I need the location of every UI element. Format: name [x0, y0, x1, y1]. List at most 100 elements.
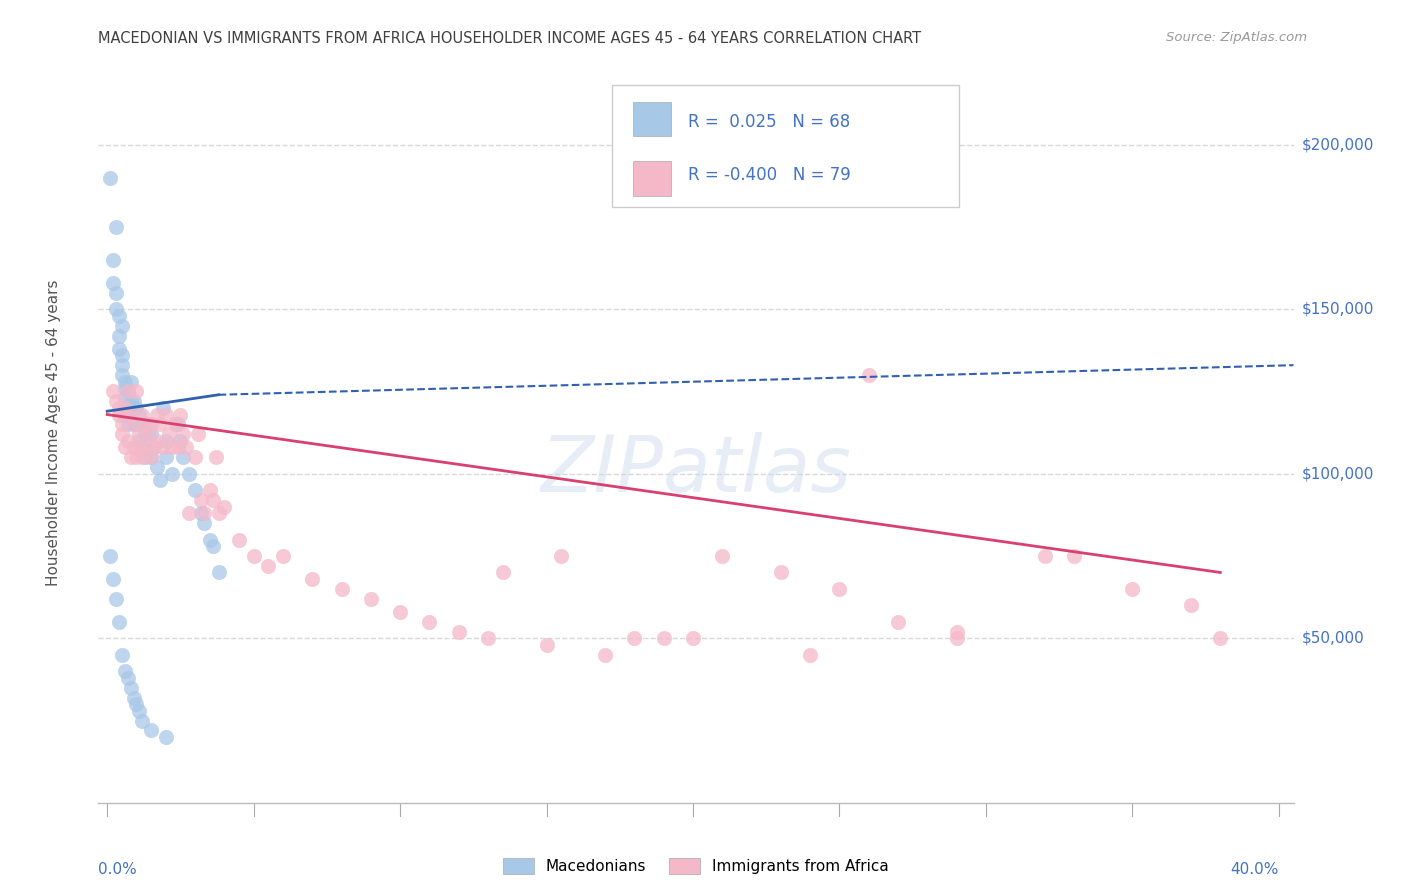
- Point: [945, 632, 967, 646]
- Point: [1063, 549, 1085, 563]
- Point: [128, 427, 150, 442]
- Point: [136, 417, 159, 432]
- Point: [179, 506, 201, 520]
- Point: [114, 375, 136, 389]
- Text: 0.0%: 0.0%: [98, 862, 138, 877]
- Point: [477, 632, 499, 646]
- Point: [536, 638, 558, 652]
- Point: [166, 417, 188, 432]
- Point: [101, 276, 124, 290]
- Point: [1121, 582, 1143, 596]
- Text: MACEDONIAN VS IMMIGRANTS FROM AFRICA HOUSEHOLDER INCOME AGES 45 - 64 YEARS CORRE: MACEDONIAN VS IMMIGRANTS FROM AFRICA HOU…: [98, 31, 921, 46]
- Point: [117, 417, 139, 432]
- Point: [108, 401, 131, 415]
- Point: [117, 384, 139, 399]
- Point: [174, 441, 197, 455]
- Point: [593, 648, 616, 662]
- Text: $100,000: $100,000: [1302, 467, 1374, 482]
- Text: $50,000: $50,000: [1302, 631, 1365, 646]
- Point: [799, 648, 821, 662]
- Point: [418, 615, 440, 629]
- Point: [1209, 632, 1232, 646]
- Point: [179, 467, 201, 481]
- Point: [134, 441, 156, 455]
- Point: [117, 384, 139, 399]
- Point: [184, 483, 207, 498]
- Point: [120, 394, 142, 409]
- Text: Source: ZipAtlas.com: Source: ZipAtlas.com: [1167, 31, 1308, 45]
- Point: [149, 417, 172, 432]
- Point: [101, 572, 124, 586]
- Point: [128, 434, 150, 448]
- Point: [887, 615, 910, 629]
- Point: [198, 483, 221, 498]
- Point: [108, 342, 131, 356]
- Point: [131, 450, 153, 465]
- Point: [623, 632, 645, 646]
- Point: [190, 506, 212, 520]
- Point: [128, 408, 150, 422]
- Point: [201, 493, 224, 508]
- Point: [257, 558, 280, 573]
- Text: 40.0%: 40.0%: [1230, 862, 1279, 877]
- Point: [301, 572, 323, 586]
- Point: [141, 417, 163, 432]
- Point: [125, 401, 148, 415]
- Point: [169, 408, 191, 422]
- Point: [198, 533, 221, 547]
- Point: [101, 252, 124, 267]
- Point: [146, 434, 169, 448]
- Point: [131, 408, 153, 422]
- Point: [101, 384, 124, 399]
- Point: [131, 714, 153, 728]
- Point: [1180, 599, 1202, 613]
- Point: [155, 434, 177, 448]
- Text: $150,000: $150,000: [1302, 301, 1374, 317]
- Point: [184, 450, 207, 465]
- Point: [122, 441, 145, 455]
- Point: [155, 408, 177, 422]
- Point: [141, 427, 163, 442]
- Text: R = -0.400   N = 79: R = -0.400 N = 79: [688, 166, 851, 184]
- Point: [111, 648, 134, 662]
- Point: [105, 219, 127, 234]
- Text: Householder Income Ages 45 - 64 years: Householder Income Ages 45 - 64 years: [45, 279, 60, 586]
- Point: [134, 417, 156, 432]
- Point: [858, 368, 880, 382]
- Point: [141, 450, 163, 465]
- Point: [160, 467, 183, 481]
- Point: [204, 450, 226, 465]
- Point: [114, 391, 136, 405]
- Point: [682, 632, 704, 646]
- Point: [111, 427, 134, 442]
- Point: [108, 408, 131, 422]
- Point: [389, 605, 412, 619]
- Point: [155, 730, 177, 744]
- Point: [828, 582, 851, 596]
- Point: [149, 473, 172, 487]
- Point: [117, 434, 139, 448]
- Point: [105, 285, 127, 300]
- Point: [193, 516, 215, 530]
- Point: [128, 704, 150, 718]
- Point: [330, 582, 353, 596]
- Point: [769, 566, 792, 580]
- Point: [111, 368, 134, 382]
- Point: [271, 549, 294, 563]
- Point: [141, 723, 163, 738]
- Point: [172, 427, 194, 442]
- Point: [108, 309, 131, 323]
- Point: [163, 417, 186, 432]
- FancyBboxPatch shape: [633, 161, 671, 195]
- Point: [152, 441, 174, 455]
- Point: [125, 417, 148, 432]
- Point: [128, 441, 150, 455]
- Point: [136, 427, 159, 442]
- Point: [117, 671, 139, 685]
- Point: [122, 417, 145, 432]
- Point: [360, 591, 382, 606]
- Point: [114, 408, 136, 422]
- Point: [125, 450, 148, 465]
- Point: [114, 664, 136, 678]
- Point: [125, 384, 148, 399]
